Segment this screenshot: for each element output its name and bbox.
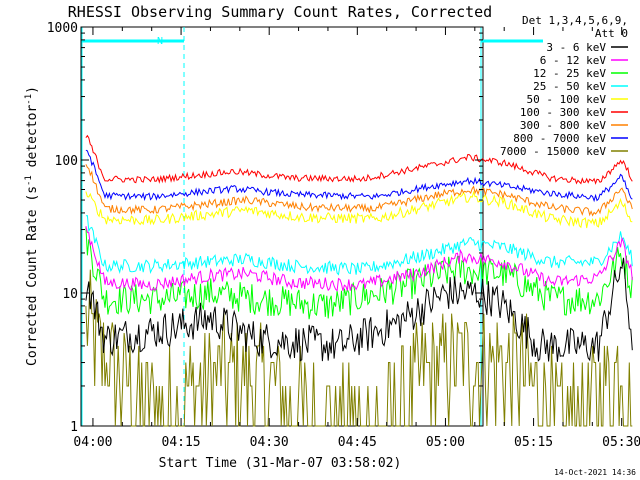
series-line-3: [85, 215, 633, 276]
footer-date: 14-Oct-2021 14:36: [554, 468, 636, 477]
series-line-7: [85, 149, 633, 203]
y-axis-label: Corrected Count Rate (s-1 detector-1): [24, 86, 40, 366]
legend-label: 3 - 6 keV: [546, 41, 606, 54]
chart-title: RHESSI Observing Summary Count Rates, Co…: [68, 3, 492, 21]
legend-header-detectors: Det 1,3,4,5,6,9,: [522, 14, 628, 27]
axis-ticks: 04:00 04:15 04:30 04:45 05:00 05:15 05:30 1 10 10…: [47, 21, 640, 450]
y-tick-label: 10: [62, 287, 78, 302]
y-tick-label: 1000: [47, 21, 78, 36]
x-tick-label: 05:00: [426, 435, 465, 450]
y-tick-label: 1: [70, 420, 78, 435]
legend-header-attenuator: Att 0: [595, 27, 628, 40]
legend-label: 50 - 100 keV: [527, 93, 607, 106]
legend-label: 800 - 7000 keV: [513, 132, 606, 145]
legend-label: 25 - 50 keV: [533, 80, 606, 93]
series-layer: [85, 134, 633, 427]
night-flag-label: N: [157, 36, 163, 47]
x-tick-label: 04:45: [338, 435, 377, 450]
legend-label: 7000 - 15000 keV: [500, 145, 606, 158]
x-tick-label: 04:00: [73, 435, 112, 450]
series-line-6: [85, 164, 633, 217]
legend-label: 6 - 12 keV: [540, 54, 607, 67]
plot-frame: [80, 26, 484, 427]
series-line-2: [85, 226, 633, 320]
y-tick-label: 100: [55, 154, 78, 169]
legend-label: 100 - 300 keV: [520, 106, 606, 119]
x-tick-label: 05:30: [602, 435, 640, 450]
x-tick-label: 05:15: [514, 435, 553, 450]
x-axis-label: Start Time (31-Mar-07 03:58:02): [159, 456, 402, 471]
series-line-8: [85, 269, 633, 427]
series-line-1: [85, 225, 633, 292]
series-line-4: [85, 190, 633, 229]
series-line-0: [85, 257, 633, 362]
legend-label: 12 - 25 keV: [533, 67, 606, 80]
legend-label: 300 - 800 keV: [520, 119, 606, 132]
plot-area: 04:00 04:15 04:30 04:45 05:00 05:15 05:30 1 10 10…: [47, 21, 640, 450]
saa-night-markers: [81, 27, 543, 426]
x-tick-label: 04:30: [250, 435, 289, 450]
series-line-5: [85, 134, 633, 185]
x-tick-label: 04:15: [162, 435, 201, 450]
